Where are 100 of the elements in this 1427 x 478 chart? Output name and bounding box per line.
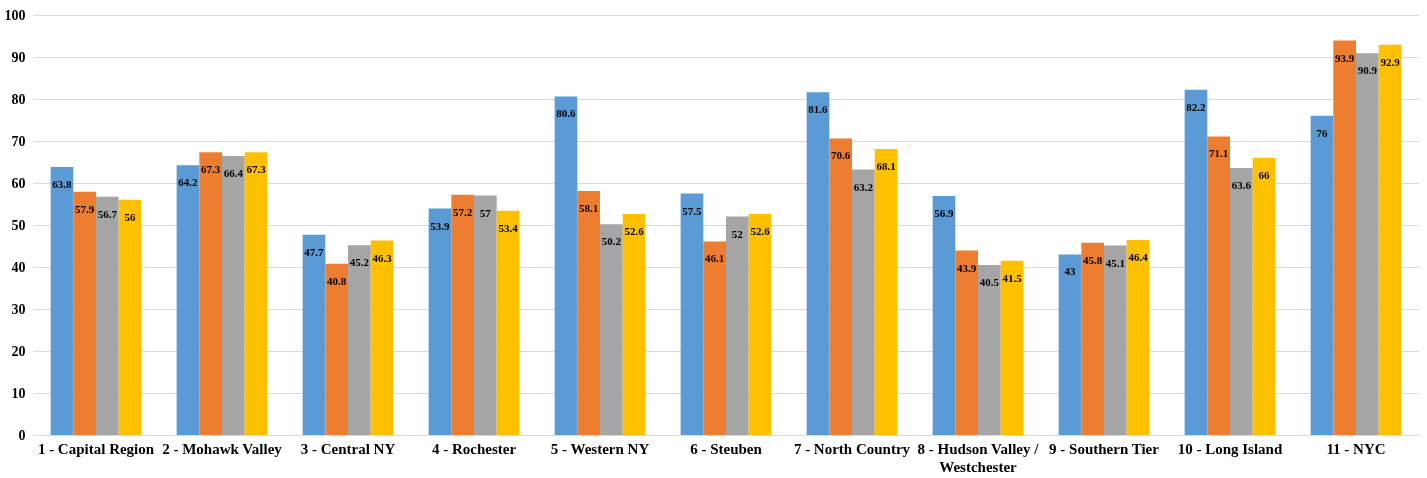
x-tick-label: 8 - Hudson Valley / Westchester — [917, 440, 1040, 475]
data-label: 43.9 — [957, 261, 977, 274]
y-tick-label: 10 — [11, 385, 26, 401]
data-label: 53.9 — [430, 219, 451, 232]
bar — [577, 190, 600, 435]
y-tick-label: 30 — [11, 301, 26, 317]
x-tick-label: 6 - Steuben — [690, 440, 763, 457]
bar — [50, 167, 74, 435]
data-label: 40.5 — [979, 275, 1000, 288]
bar — [703, 241, 726, 435]
data-label: 45.1 — [1105, 256, 1125, 269]
bar — [474, 195, 497, 435]
x-tick-label: 1 - Capital Region — [37, 440, 155, 457]
data-label: 56.7 — [97, 207, 118, 220]
data-label: 63.2 — [853, 180, 874, 193]
bar — [1000, 260, 1024, 435]
bar — [600, 224, 623, 435]
y-tick-label: 90 — [11, 49, 26, 65]
x-tick-label: 3 - Central NY — [300, 440, 396, 457]
data-label: 52.6 — [750, 225, 771, 238]
bar — [852, 169, 875, 435]
y-tick-label: 40 — [11, 259, 26, 275]
bar — [348, 245, 371, 435]
data-label: 81.6 — [808, 103, 829, 116]
y-tick-label: 0 — [18, 427, 26, 443]
bar — [1252, 157, 1276, 435]
bar — [978, 264, 1001, 435]
bar — [622, 214, 646, 435]
bar — [118, 199, 142, 435]
bar — [325, 263, 348, 435]
bar — [829, 138, 852, 435]
bar — [1058, 254, 1082, 435]
data-label: 43 — [1064, 265, 1076, 278]
data-label: 40.8 — [327, 274, 347, 287]
data-label: 76 — [1316, 126, 1328, 139]
data-label: 56 — [124, 210, 137, 223]
bar — [199, 152, 222, 435]
bar — [1104, 245, 1127, 435]
bar — [680, 193, 704, 435]
y-tick-label: 20 — [11, 343, 26, 359]
data-label: 45.8 — [1083, 253, 1103, 266]
bar — [428, 208, 452, 435]
x-tick-label: 4 - Rochester — [431, 440, 517, 457]
data-label: 93.9 — [1335, 51, 1355, 64]
data-label: 52 — [731, 227, 744, 240]
data-label: 71.1 — [1209, 147, 1229, 160]
data-label: 50.2 — [601, 235, 622, 248]
data-label: 70.6 — [831, 149, 851, 162]
bar — [1230, 167, 1253, 435]
y-tick-label: 60 — [11, 175, 26, 191]
bar — [1310, 115, 1334, 435]
data-label: 68.1 — [876, 159, 896, 172]
bar — [1126, 240, 1150, 435]
bar — [955, 250, 978, 435]
data-label: 90.9 — [1357, 64, 1378, 77]
x-tick-label: 9 - Southern Tier — [1049, 440, 1160, 457]
data-label: 82.2 — [1186, 100, 1207, 113]
bar — [554, 96, 578, 435]
bar — [96, 196, 119, 435]
data-label: 57 — [479, 206, 492, 219]
data-label: 56.9 — [934, 207, 955, 220]
bar — [496, 210, 520, 435]
data-label: 46.4 — [1128, 251, 1149, 264]
bar — [748, 214, 772, 435]
data-label: 57.2 — [453, 205, 473, 218]
data-label: 66.4 — [223, 167, 244, 180]
bar — [370, 240, 394, 435]
bar — [451, 194, 474, 435]
bar — [244, 152, 268, 435]
data-label: 63.8 — [52, 178, 73, 191]
data-label: 63.6 — [1231, 178, 1252, 191]
data-label: 58.1 — [579, 201, 599, 214]
data-label: 52.6 — [624, 225, 645, 238]
bar — [932, 196, 956, 435]
bar — [1081, 242, 1104, 435]
data-label: 41.5 — [1002, 271, 1023, 284]
data-label: 80.6 — [556, 107, 577, 120]
data-label: 67.3 — [246, 163, 267, 176]
bar — [176, 165, 200, 435]
y-tick-label: 50 — [11, 217, 26, 233]
x-tick-label: 10 - Long Island — [1177, 440, 1283, 457]
x-tick-label: 11 - NYC — [1326, 440, 1386, 457]
data-label: 46.1 — [705, 252, 725, 265]
data-label: 53.4 — [498, 221, 519, 234]
bar — [1333, 40, 1356, 435]
data-label: 64.2 — [178, 176, 199, 189]
data-label: 92.9 — [1380, 55, 1401, 68]
bar — [302, 234, 326, 435]
bar — [1184, 89, 1208, 435]
data-label: 47.7 — [304, 245, 325, 258]
bar — [1207, 136, 1230, 435]
data-label: 57.5 — [682, 204, 703, 217]
bar — [1378, 44, 1402, 435]
data-label: 46.3 — [372, 251, 393, 264]
x-tick-label: 5 - Western NY — [550, 440, 650, 457]
bar — [806, 92, 830, 435]
data-label: 45.2 — [349, 256, 370, 269]
y-tick-label: 100 — [4, 7, 26, 23]
bar — [1356, 53, 1379, 435]
data-label: 67.3 — [201, 163, 221, 176]
